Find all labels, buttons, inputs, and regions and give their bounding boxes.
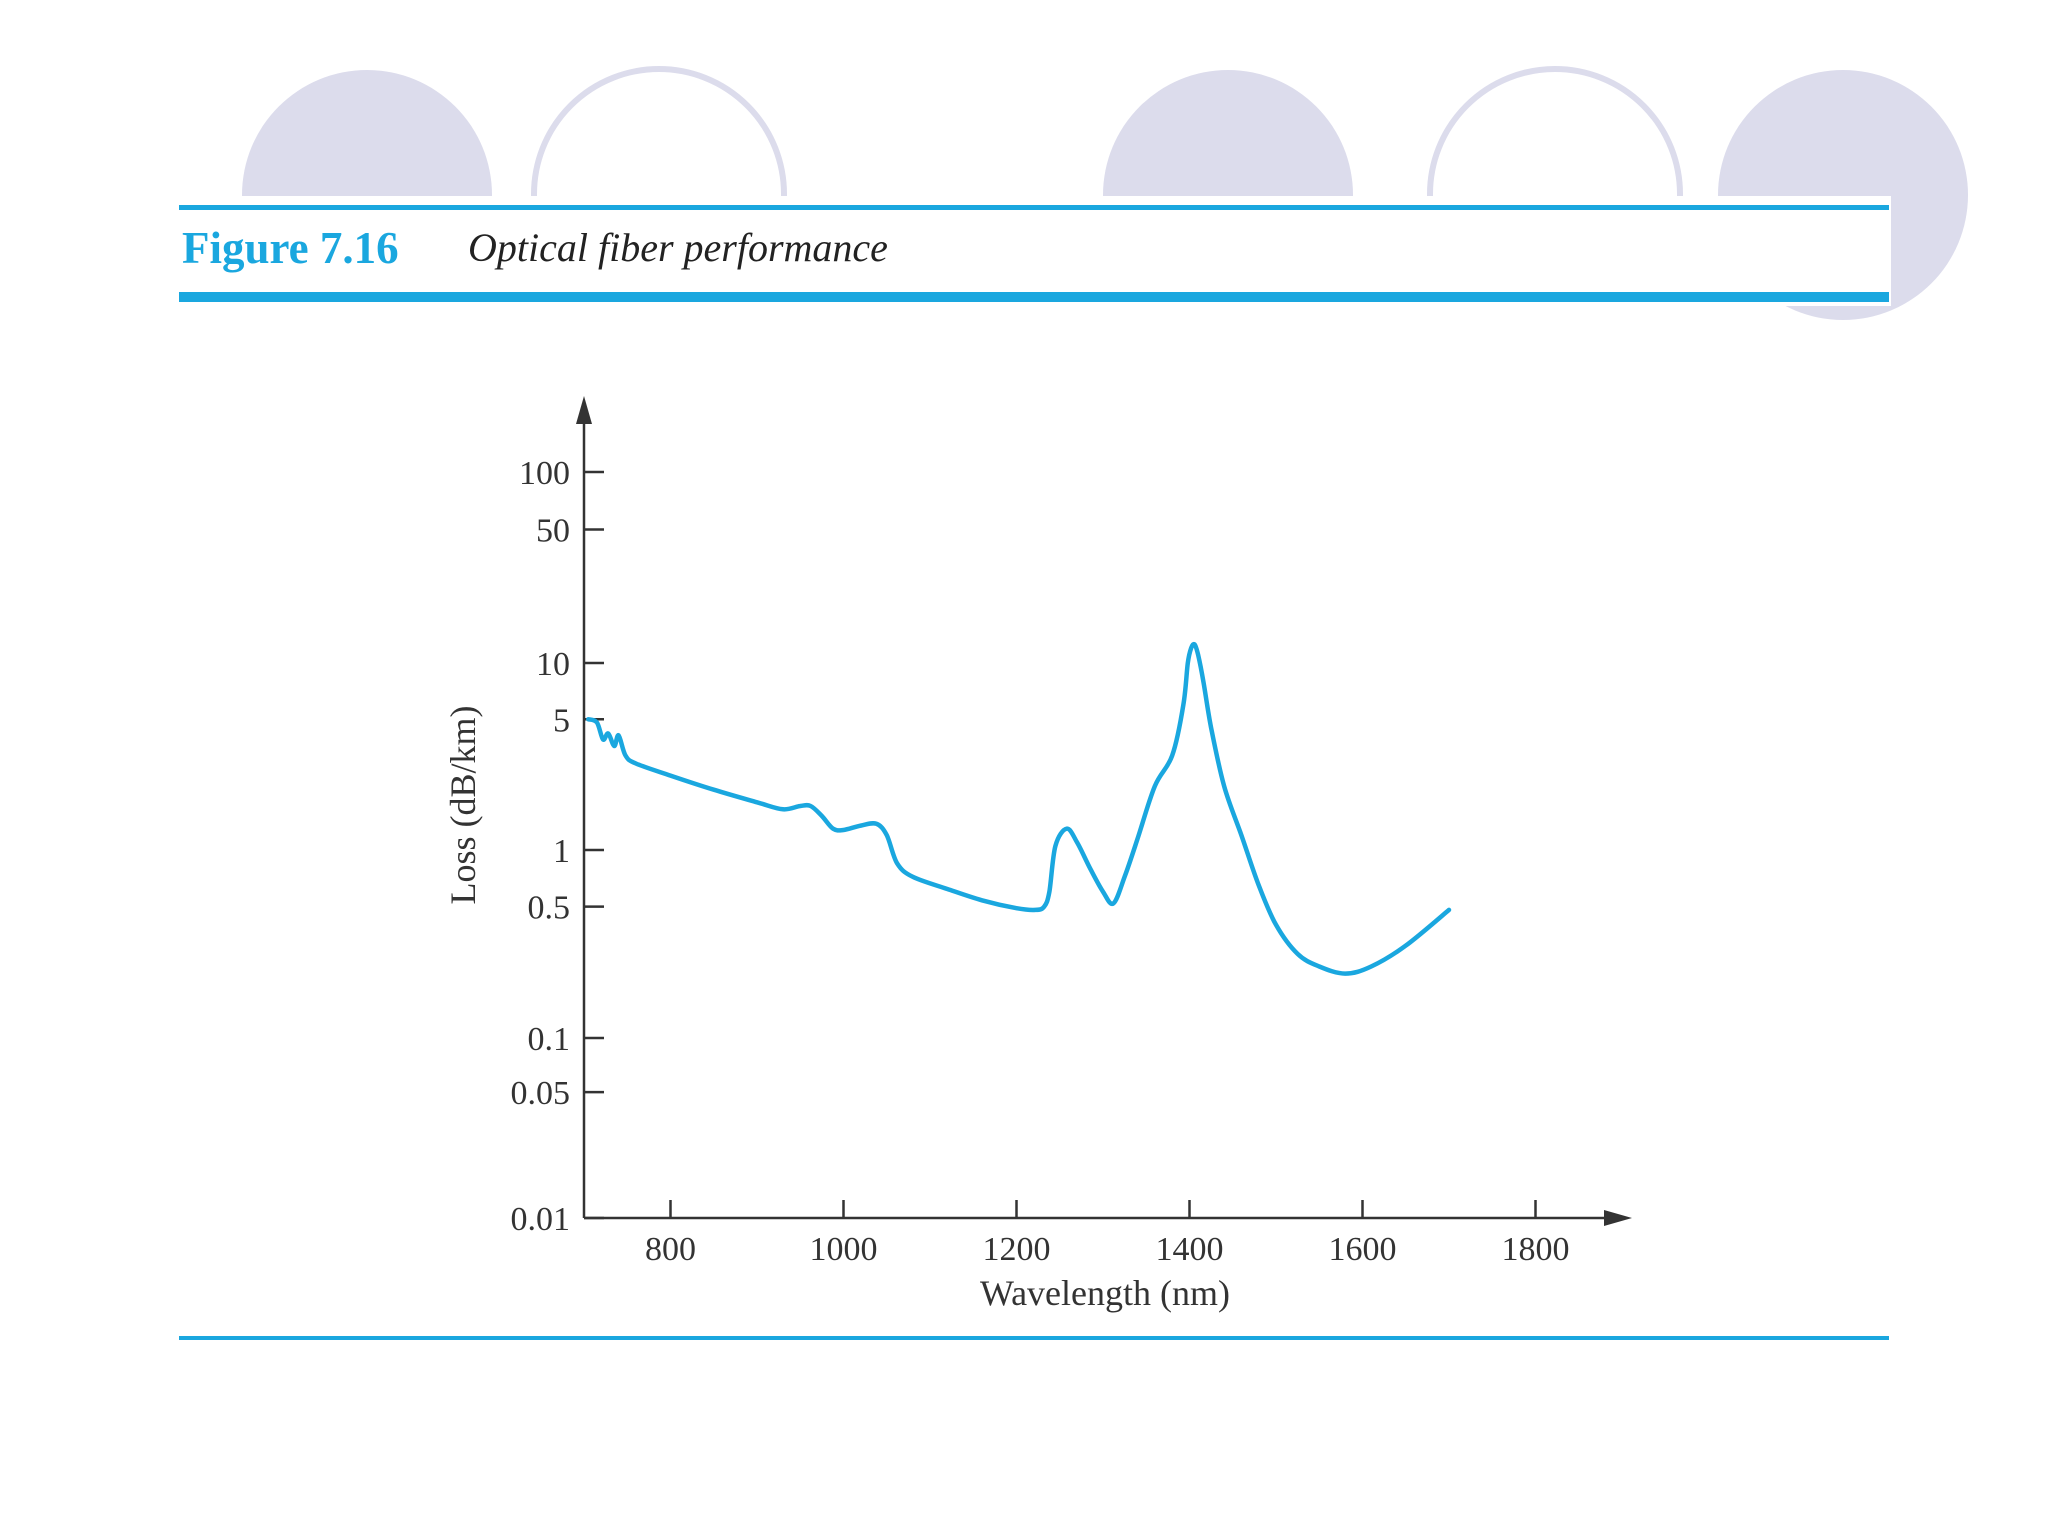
- decorative-circles: [0, 66, 1968, 320]
- x-tick-label-0: 800: [645, 1231, 696, 1268]
- y-ticks: 100 50 10 5 1 0.5 0.1 0.05 0.01: [511, 455, 604, 1238]
- y-tick-label-2: 10: [536, 646, 570, 683]
- decor-circle-filled-2: [1103, 70, 1353, 196]
- x-axis-arrowhead: [1604, 1210, 1632, 1226]
- y-tick-label-7: 0.05: [511, 1075, 571, 1112]
- header-bottom-rule: [179, 292, 1889, 302]
- y-tick-label-4: 1: [553, 833, 570, 870]
- decor-circle-filled-1: [242, 70, 492, 196]
- x-tick-label-3: 1400: [1156, 1231, 1224, 1268]
- y-tick-label-6: 0.1: [528, 1021, 571, 1058]
- loss-curve: [586, 641, 1452, 976]
- y-tick-label-8: 0.01: [511, 1201, 571, 1238]
- x-tick-label-5: 1800: [1502, 1231, 1570, 1268]
- y-tick-label-5: 0.5: [528, 890, 571, 927]
- figure-caption: Optical fiber performance: [468, 225, 888, 270]
- decor-circle-outline-2: [1427, 66, 1683, 196]
- y-tick-label-0: 100: [519, 455, 570, 492]
- x-ticks: 800 1000 1200 1400 1600 1800: [645, 1200, 1570, 1268]
- figure-number: Figure 7.16: [182, 223, 399, 273]
- y-axis-arrowhead: [576, 396, 592, 424]
- x-tick-label-4: 1600: [1329, 1231, 1397, 1268]
- y-tick-label-1: 50: [536, 512, 570, 549]
- x-axis-title: Wavelength (nm): [980, 1273, 1230, 1313]
- chart-axes: [576, 396, 1632, 1226]
- x-tick-label-1: 1000: [810, 1231, 878, 1268]
- header-top-rule: [179, 205, 1889, 210]
- y-tick-label-3: 5: [553, 702, 570, 739]
- x-tick-label-2: 1200: [983, 1231, 1051, 1268]
- decor-circle-outline-1: [531, 66, 787, 196]
- footer-rule: [179, 1336, 1889, 1340]
- y-axis-title: Loss (dB/km): [443, 705, 483, 904]
